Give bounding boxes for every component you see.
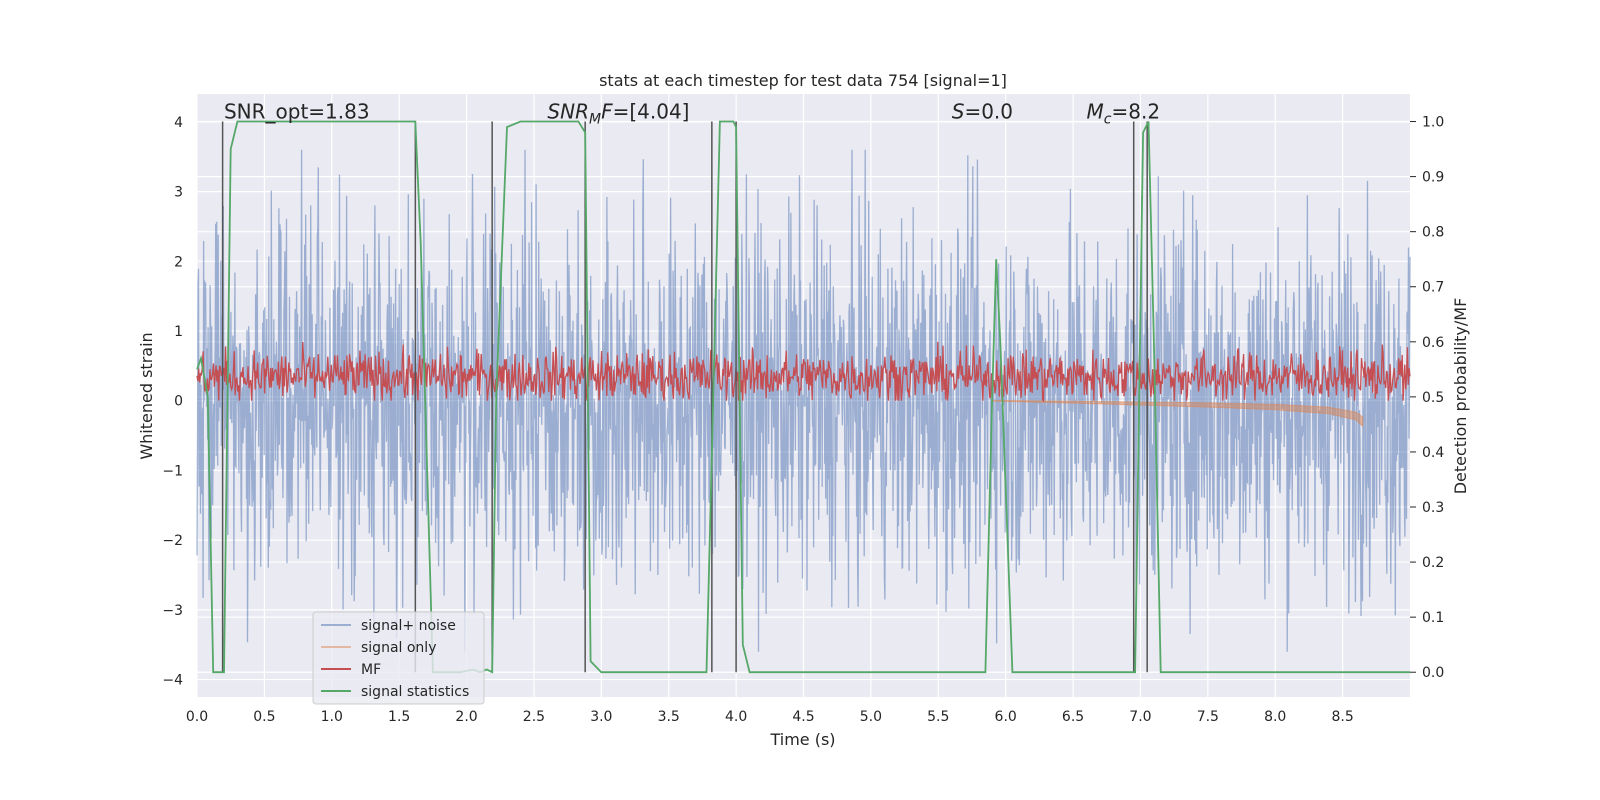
x-tick-label: 2.0	[455, 709, 477, 725]
x-tick-label: 5.0	[860, 709, 882, 725]
y-tick-label: −3	[162, 603, 183, 619]
y2-axis-label: Detection probability/MF	[1451, 298, 1470, 495]
y-tick-label: 2	[174, 254, 183, 270]
x-tick-label: 7.5	[1197, 709, 1219, 725]
y2-tick-label: 1.0	[1422, 115, 1444, 131]
x-tick-label: 1.5	[388, 709, 410, 725]
x-tick-label: 8.0	[1264, 709, 1286, 725]
series-signal-statistics-line	[196, 120, 1410, 674]
y2-tick-label: 0.2	[1422, 555, 1444, 571]
x-tick-label: 6.5	[1062, 709, 1084, 725]
x-tick-label: 3.0	[590, 709, 612, 725]
y-tick-label: 0	[174, 394, 183, 410]
series-signal-noise-line	[196, 149, 1411, 652]
y2-tick-label: 0.5	[1422, 390, 1444, 406]
y-tick-label: 1	[174, 324, 183, 340]
annotation: Mc=8.2	[1087, 99, 1161, 127]
legend: signal+ noise signal only MF signal statist…	[312, 611, 485, 705]
y2-tick-label: 0.9	[1422, 170, 1444, 186]
x-tick-label: 0.5	[253, 709, 275, 725]
y-tick-label: −1	[162, 463, 183, 479]
annotations: SNR_opt=1.83 SNRMF=[4.04] S=0.0 Mc=8.2	[224, 99, 1160, 127]
legend-label: signal statistics	[361, 684, 469, 700]
axis-layer: 0.0 0.5 1.0 1.5 2.0 2.5 3.0 3.5 4.0 4.5 5.0 5.5 6.0 6…	[162, 115, 1444, 725]
x-tick-label: 4.5	[792, 709, 814, 725]
y-axis-label: Whitened strain	[137, 332, 156, 459]
y-tick-label: 3	[174, 185, 183, 201]
x-tick-label: 4.0	[725, 709, 747, 725]
legend-box	[312, 611, 485, 705]
x-tick-label: 2.5	[523, 709, 545, 725]
x-tick-label: 0.0	[186, 709, 208, 725]
y2-tick-label: 0.4	[1422, 445, 1444, 461]
series-mf-line	[196, 341, 1411, 403]
y2-tick-label: 0.8	[1422, 225, 1444, 241]
x-axis-label: Time (s)	[769, 730, 835, 749]
y2-tick-label: 0.0	[1422, 665, 1444, 681]
y2-tick-label: 0.6	[1422, 335, 1444, 351]
legend-label: signal+ noise	[361, 618, 456, 634]
chart-title: stats at each timestep for test data 754…	[599, 71, 1007, 90]
y-tick-label: 4	[174, 115, 183, 131]
y2-tick-label: 0.7	[1422, 280, 1444, 296]
x-tick-label: 1.0	[321, 709, 343, 725]
x-tick-label: 3.5	[658, 709, 680, 725]
x-tick-label: 7.0	[1129, 709, 1151, 725]
x-tick-label: 6.0	[995, 709, 1017, 725]
x-tick-label: 5.5	[927, 709, 949, 725]
legend-label: MF	[361, 662, 381, 678]
y2-tick-label: 0.3	[1422, 500, 1444, 516]
y2-tick-label: 0.1	[1422, 610, 1444, 626]
series-layer	[196, 120, 1411, 674]
annotation: SNR_opt=1.83	[224, 99, 370, 123]
legend-label: signal only	[361, 640, 436, 656]
annotation: S=0.0	[952, 99, 1013, 123]
annotation: SNRMF=[4.04]	[547, 99, 689, 127]
y-tick-label: −2	[162, 533, 183, 549]
y-tick-label: −4	[162, 673, 183, 689]
x-tick-label: 8.5	[1331, 709, 1353, 725]
series-signal-only-line	[991, 399, 1364, 428]
